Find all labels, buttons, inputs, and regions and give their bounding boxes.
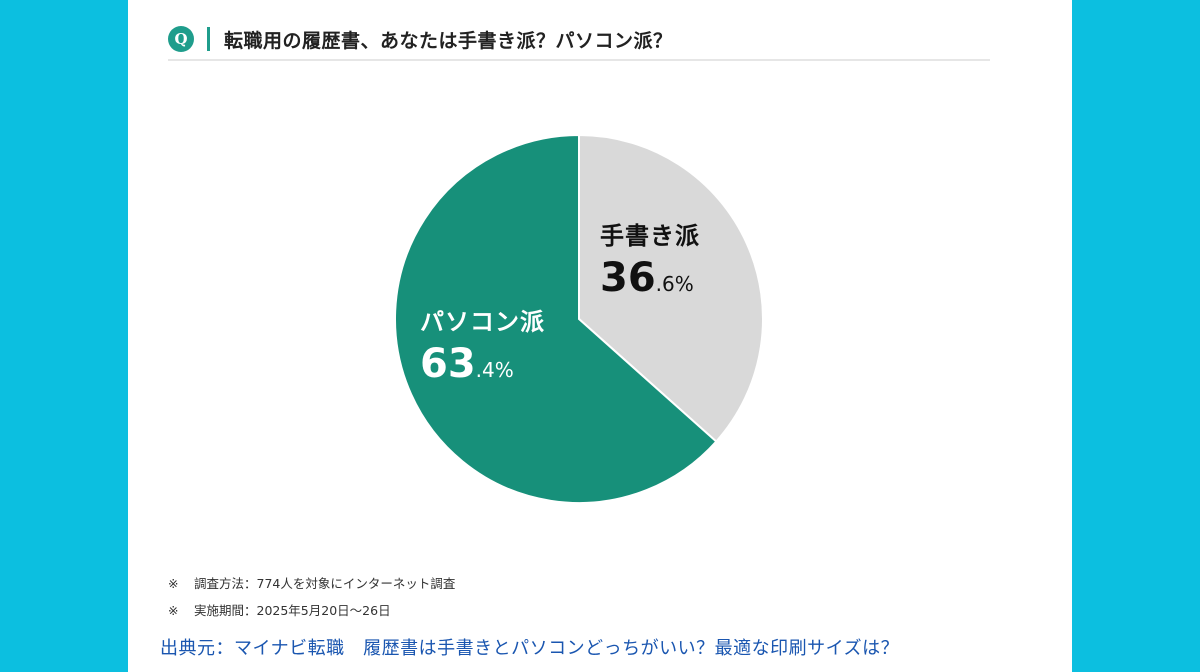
chart-title: 転職用の履歴書、あなたは手書き派？パソコン派？ [224, 29, 673, 52]
question-header: Q 転職用の履歴書、あなたは手書き派？パソコン派？ [168, 24, 673, 54]
pie-slice-handwritten [578, 133, 764, 443]
pie-chart-svg [394, 133, 764, 504]
slice-label-handwritten: 手書き派 36.6% [600, 224, 700, 298]
note-mark: ※ [168, 576, 179, 591]
pie-chart: 手書き派 36.6% パソコン派 63.4% [128, 0, 1072, 560]
note-method: ※ 調査方法：774人を対象にインターネット調査 [168, 575, 455, 602]
survey-notes: ※ 調査方法：774人を対象にインターネット調査 ※ 実施期間：2025年5月20日… [168, 575, 455, 629]
source-link[interactable]: 出典元：マイナビ転職 履歴書は手書きとパソコンどっちがいい？最適な印刷サイズは？ [160, 638, 900, 659]
note-text: 実施期間：2025年5月20日～26日 [194, 603, 391, 618]
slice-value-handwritten: 36.6% [600, 255, 694, 301]
pie-slice-pc [394, 133, 718, 504]
slice-name-pc: パソコン派 [420, 308, 545, 336]
title-accent-bar [207, 27, 210, 51]
note-period: ※ 実施期間：2025年5月20日～26日 [168, 602, 455, 629]
title-divider [168, 59, 990, 61]
slice-label-pc: パソコン派 63.4% [420, 310, 545, 384]
slice-name-handwritten: 手書き派 [600, 222, 700, 250]
question-badge-icon: Q [168, 26, 194, 52]
slice-value-pc: 63.4% [420, 341, 514, 387]
content-panel: Q 転職用の履歴書、あなたは手書き派？パソコン派？ 手書き派 36.6% パソコ… [128, 0, 1072, 672]
note-text: 調査方法：774人を対象にインターネット調査 [194, 576, 456, 591]
note-mark: ※ [168, 603, 179, 618]
